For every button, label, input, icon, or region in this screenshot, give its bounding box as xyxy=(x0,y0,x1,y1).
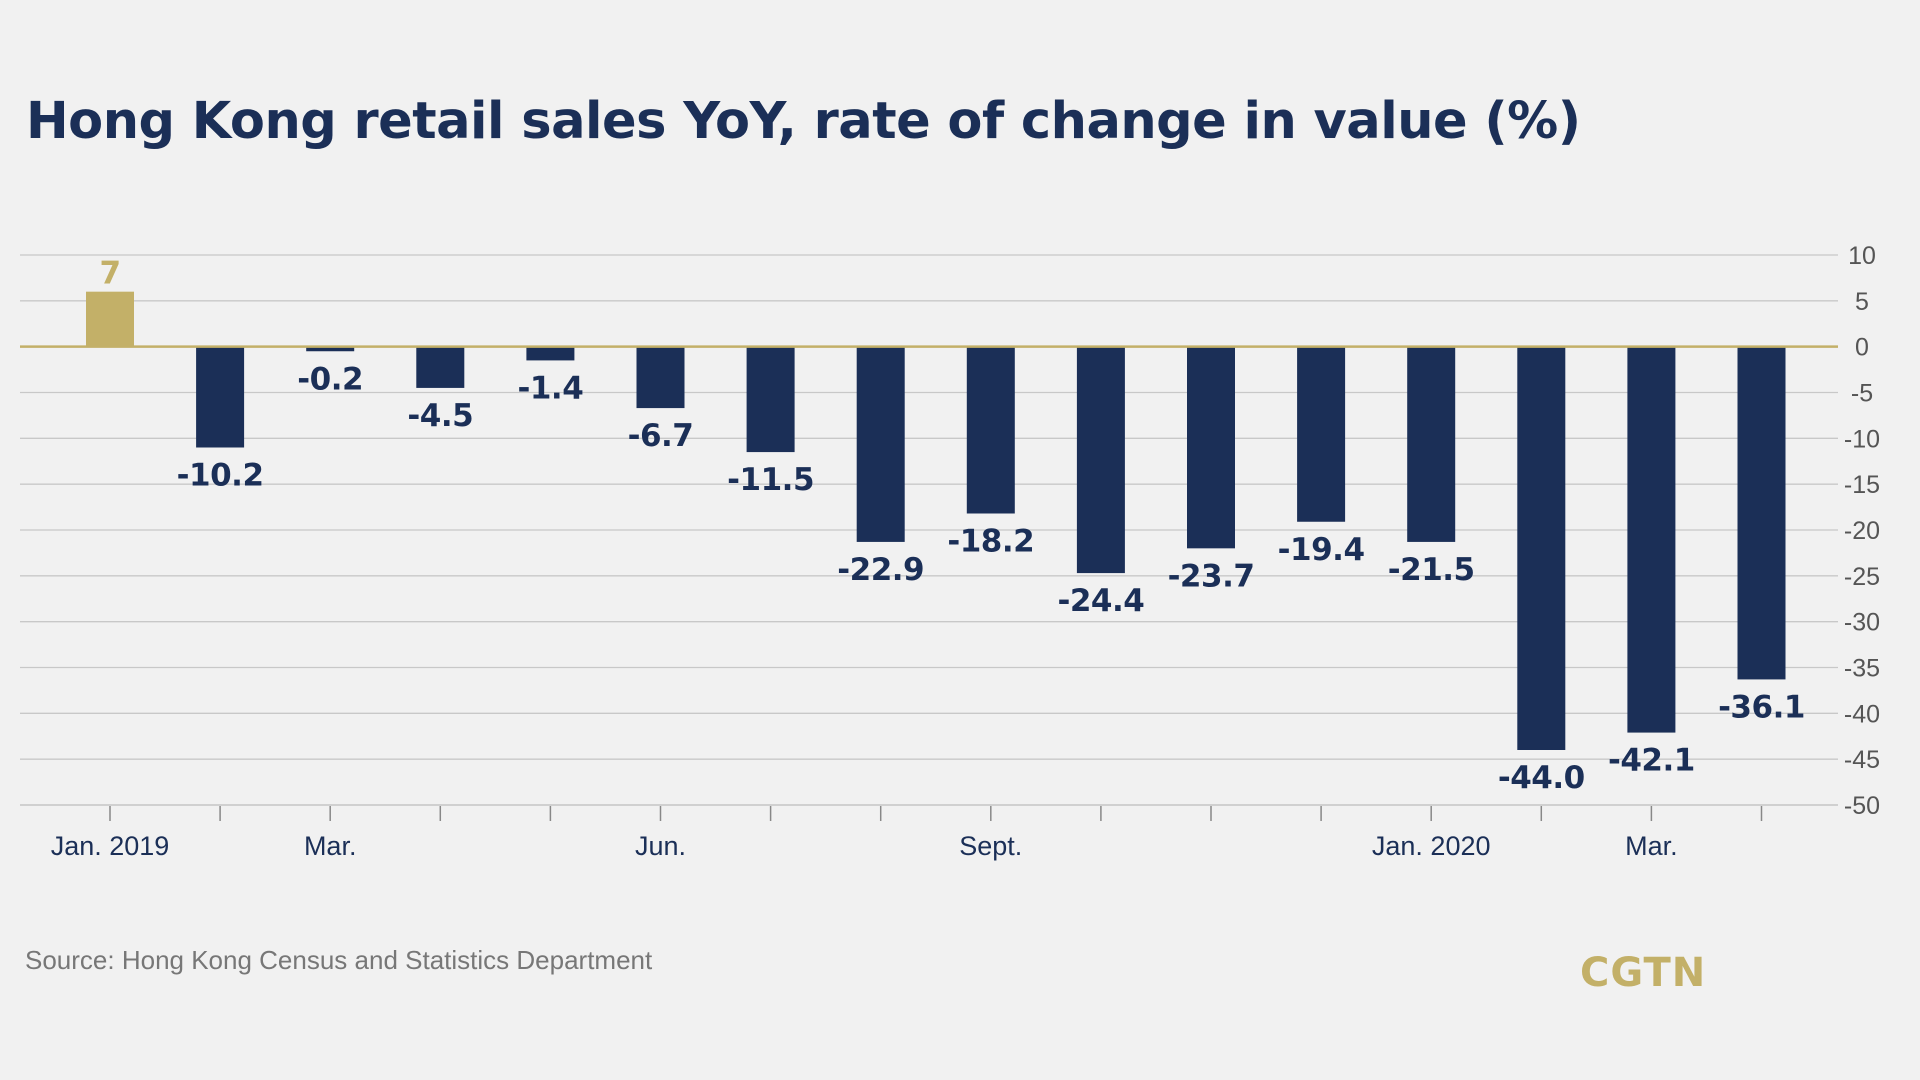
data-label: -1.4 xyxy=(518,370,584,406)
source-note: Source: Hong Kong Census and Statistics … xyxy=(25,945,653,975)
x-tick-label: Jan. 2019 xyxy=(51,831,170,861)
data-label: -4.5 xyxy=(407,398,473,434)
data-label: -42.1 xyxy=(1608,743,1695,779)
bar-mar-2019 xyxy=(306,346,355,352)
data-label: -18.2 xyxy=(947,524,1034,560)
x-tick-label: Jan. 2020 xyxy=(1372,831,1491,861)
bar-may-2019 xyxy=(526,346,575,361)
data-label: -44.0 xyxy=(1498,760,1585,796)
data-label: -6.7 xyxy=(628,418,694,454)
bar-sept-2019 xyxy=(966,346,1015,514)
y-tick-label: -30 xyxy=(1844,609,1880,637)
data-label: -11.5 xyxy=(727,462,814,498)
bar-dec-2019 xyxy=(1297,346,1346,522)
bar-feb-2020 xyxy=(1517,346,1566,750)
data-label: -0.2 xyxy=(297,361,363,397)
bar-jan-2019 xyxy=(86,291,134,347)
data-labels: 7 -10.2 -0.2 -4.5 -1.4 -6.7 -11.5 -22.9 -18.2 -24… xyxy=(99,256,1805,796)
y-tick-label: -5 xyxy=(1851,380,1873,408)
y-tick-label: -20 xyxy=(1844,517,1880,545)
x-tick-label: Mar. xyxy=(304,831,357,861)
bar-jul-2019 xyxy=(746,346,795,453)
y-tick-label: -40 xyxy=(1844,700,1880,728)
x-tick-label: Mar. xyxy=(1625,831,1678,861)
y-tick-label: 0 xyxy=(1855,334,1869,362)
bar-apr-2019 xyxy=(416,346,465,388)
y-tick-label: -35 xyxy=(1844,655,1880,683)
bars xyxy=(86,291,1786,750)
data-label: 7 xyxy=(99,256,120,292)
data-label: -10.2 xyxy=(177,458,264,494)
y-tick-label: -15 xyxy=(1844,471,1880,499)
y-tick-label: -50 xyxy=(1844,792,1880,820)
axes: 10 5 0 -5 -10 -15 -20 -25 -30 -35 -40 -45 -50 Jan. 20… xyxy=(20,242,1880,861)
y-tick-label: -10 xyxy=(1844,425,1880,453)
bar-aug-2019 xyxy=(856,346,905,542)
bar-apr-2020 xyxy=(1737,346,1786,680)
y-tick-label: 5 xyxy=(1855,288,1869,316)
data-label: -36.1 xyxy=(1718,689,1805,725)
bar-nov-2019 xyxy=(1187,346,1235,549)
data-label: -22.9 xyxy=(837,552,924,588)
x-tick-label: Sept. xyxy=(959,831,1022,861)
chart-title: Hong Kong retail sales YoY, rate of chan… xyxy=(26,92,1581,151)
y-tick-label: -45 xyxy=(1844,746,1880,774)
bar-feb-2019 xyxy=(196,346,245,448)
cgtn-logo: CGTN xyxy=(1580,950,1707,996)
bar-oct-2019 xyxy=(1076,346,1125,574)
bar-mar-2020 xyxy=(1627,346,1676,733)
data-label: -19.4 xyxy=(1278,532,1365,568)
y-tick-label: -25 xyxy=(1844,563,1880,591)
data-label: -23.7 xyxy=(1168,558,1255,594)
data-label: -21.5 xyxy=(1388,552,1475,588)
data-label: -24.4 xyxy=(1057,583,1144,619)
x-tick-label: Jun. xyxy=(635,831,686,861)
bar-jun-2019 xyxy=(636,346,685,409)
y-tick-label: 10 xyxy=(1848,242,1876,270)
bar-jan-2020 xyxy=(1407,346,1456,542)
